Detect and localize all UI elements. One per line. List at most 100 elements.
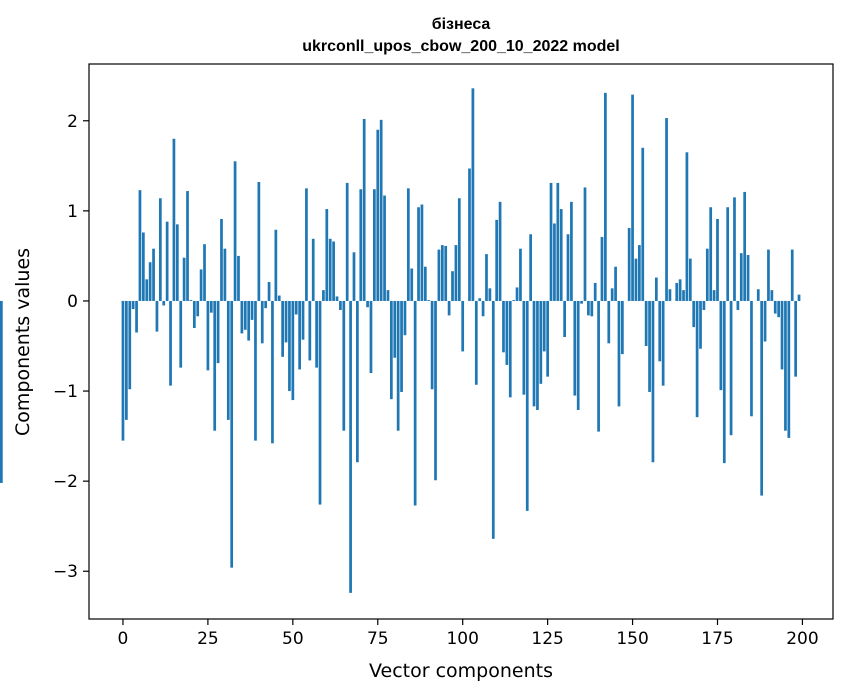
bar [590,300,594,317]
bar [600,236,604,301]
bar [220,218,223,301]
bar [325,209,329,301]
bar [688,258,692,301]
bar [400,300,403,392]
bar [763,300,767,342]
bar [308,300,312,361]
bar [444,246,448,301]
bar [203,244,206,301]
bar [722,300,726,464]
bar [362,118,366,301]
x-tick-label: 200 [786,629,818,649]
x-tick-label: 150 [616,629,648,649]
bar [413,300,417,506]
bar [369,300,373,374]
bar [719,300,723,391]
bar [712,290,716,301]
bar [780,300,784,370]
bar [617,300,621,407]
bar [267,282,271,301]
bar [525,300,529,511]
bar [576,300,580,410]
y-tick-label: −3 [53,562,78,582]
bar [797,294,801,301]
bar [726,207,730,301]
bar [311,238,315,301]
bar [199,269,203,301]
bar [536,300,539,410]
x-tick-label: 25 [197,629,219,649]
bar [760,300,764,496]
bar [356,300,359,463]
bar [254,300,257,441]
bar [627,227,631,301]
bar [682,290,685,301]
bar [328,238,332,301]
bar [773,300,777,314]
bar [705,248,709,301]
bar [604,92,607,301]
bar [556,182,560,301]
bar [284,300,288,343]
x-tick-label: 0 [118,629,129,649]
bar [186,191,189,301]
bar [434,300,437,481]
bar [417,207,420,301]
bar [580,300,583,304]
bar [315,300,318,368]
bar [226,300,230,420]
bar [247,300,251,341]
plot-frame [88,63,834,620]
bar [739,253,743,301]
bar [240,300,244,334]
bar [277,295,281,301]
bar [522,300,526,395]
chart-title-line1: бізнеса [432,16,491,33]
bar [794,300,797,377]
bar [294,300,298,315]
bar [138,190,142,301]
bar [573,300,577,396]
bar [539,300,543,384]
bar [549,182,553,301]
y-axis-ticks: −3 −2 −1 0 1 2 [53,112,89,582]
bar [668,289,672,301]
bar [736,300,740,310]
bar [281,300,284,357]
bar [318,300,322,505]
bar [675,282,679,301]
bar [128,300,132,390]
bar [468,168,471,301]
bar [542,300,546,352]
bar [233,161,237,301]
bar [451,271,454,301]
bar [648,300,651,392]
x-tick-label: 75 [367,629,389,649]
bar [641,147,645,301]
bar [678,279,682,301]
bar [570,201,573,301]
bar [437,249,441,301]
bar [607,300,611,344]
bar [121,300,125,441]
bar [230,300,234,568]
bar [172,138,176,301]
bar [298,300,301,370]
bar [658,300,662,362]
x-tick-label: 175 [701,629,733,649]
bar [148,262,152,301]
bar [695,300,699,418]
y-axis-label: Components values [12,248,34,436]
bar [440,245,444,301]
bar [189,300,193,301]
bar [250,300,254,320]
chart-title-line2: ukrconll_upos_cbow_200_10_2022 model [302,38,619,55]
bar [352,252,356,301]
bar [495,219,499,301]
bar [529,234,532,301]
bar [396,300,400,431]
bar [142,232,145,301]
bar [213,300,217,431]
bar [349,300,352,593]
bar [257,182,261,301]
